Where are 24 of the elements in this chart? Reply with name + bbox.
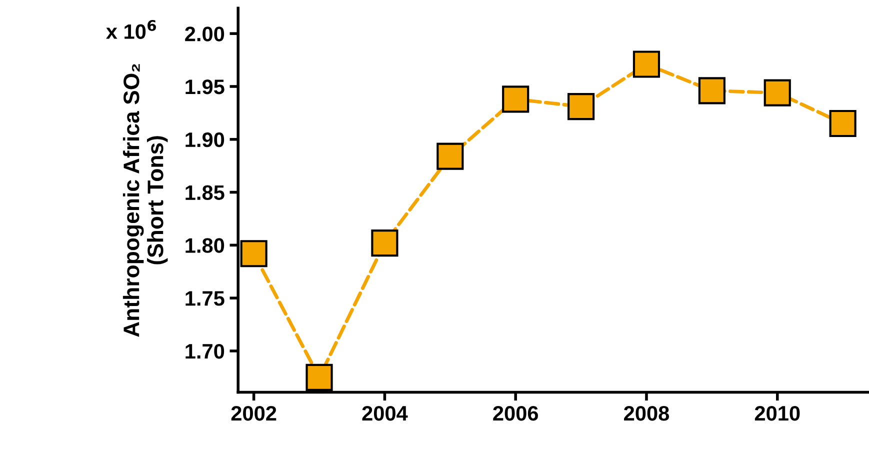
point: [829, 110, 856, 138]
point: [632, 50, 660, 78]
point: [764, 79, 791, 106]
x-tick-label: 2002: [231, 406, 276, 421]
y-tick-label: 1.70: [186, 344, 224, 359]
point: [240, 240, 268, 268]
point: [436, 142, 464, 170]
x-tick-label: 2010: [754, 406, 800, 421]
y-tick-label: 1.95: [186, 79, 224, 94]
y-tick-label: 1.85: [186, 185, 224, 200]
y-tick-label: 1.90: [186, 132, 224, 148]
point: [567, 93, 595, 120]
x-tick-label: 2008: [624, 406, 670, 421]
y-tick-label: 2.00: [185, 26, 224, 42]
point: [502, 86, 530, 113]
x-tick-label: 2006: [493, 406, 538, 421]
point: [371, 230, 398, 257]
text: x 10$^{6}$: [106, 20, 156, 39]
point: [306, 364, 333, 391]
x-tick-label: 2004: [362, 406, 408, 421]
y-tick-label: 1.75: [186, 291, 224, 306]
point: [698, 77, 726, 104]
y-axis-title: Anthropogenic Africa SO₂ (Short Tons): [122, 64, 168, 337]
y-tick-label: 1.80: [186, 238, 224, 253]
